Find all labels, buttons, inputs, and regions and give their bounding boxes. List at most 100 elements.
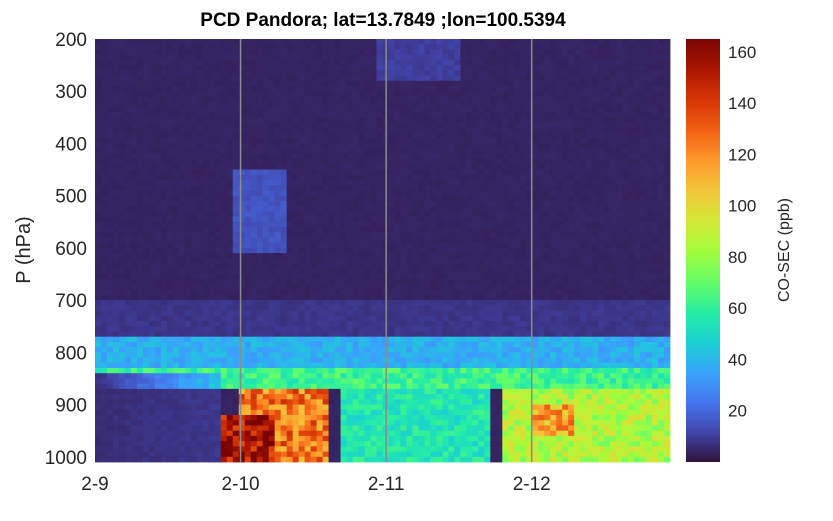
heatmap-cell <box>418 435 425 442</box>
heatmap-cell <box>136 368 144 374</box>
heatmap-cell <box>406 435 413 442</box>
heatmap-cell <box>274 101 282 108</box>
heatmap-cell <box>124 373 132 379</box>
heatmap-cell <box>280 49 288 56</box>
heatmap-cell <box>442 96 449 103</box>
heatmap-cell <box>346 190 353 197</box>
heatmap-cell <box>142 404 150 411</box>
heatmap-cell <box>100 174 108 181</box>
heatmap-cell <box>364 347 371 353</box>
heatmap-cell <box>220 91 228 97</box>
heatmap-cell <box>268 122 276 129</box>
heatmap-cell <box>352 153 359 160</box>
heatmap-cell <box>298 284 306 291</box>
heatmap-cell <box>166 347 174 353</box>
heatmap-cell <box>274 216 282 223</box>
heatmap-cell <box>448 164 455 170</box>
heatmap-cell <box>406 415 413 421</box>
heatmap-cell <box>388 263 395 270</box>
heatmap-cell <box>154 253 162 259</box>
heatmap-cell <box>124 86 132 92</box>
heatmap-cell <box>268 388 276 395</box>
heatmap-cell <box>148 279 156 285</box>
heatmap-cell <box>256 159 264 165</box>
heatmap-cell <box>442 59 449 66</box>
heatmap-cell <box>166 435 174 442</box>
heatmap-cell <box>340 305 347 311</box>
heatmap-cell <box>310 91 318 97</box>
heatmap-cell <box>250 368 258 374</box>
heatmap-cell <box>118 315 126 322</box>
heatmap-cell <box>196 174 204 181</box>
heatmap-cell <box>214 133 222 139</box>
heatmap-cell <box>358 101 365 108</box>
heatmap-cell <box>304 378 312 385</box>
heatmap-cell <box>112 362 120 369</box>
heatmap-cell <box>316 247 323 254</box>
heatmap-cell <box>184 211 192 217</box>
heatmap-cell <box>412 368 419 374</box>
heatmap-cell <box>142 153 150 160</box>
heatmap-cell <box>358 430 365 437</box>
heatmap-cell <box>352 441 359 447</box>
heatmap-cell <box>95 430 102 437</box>
heatmap-cell <box>244 159 252 165</box>
heatmap-cell <box>436 383 443 390</box>
heatmap-cell <box>304 341 312 348</box>
heatmap-cell <box>196 289 204 296</box>
heatmap-cell <box>370 305 377 311</box>
heatmap-cell <box>190 352 198 358</box>
heatmap-cell <box>250 388 258 395</box>
heatmap-cell <box>274 44 282 50</box>
heatmap-cell <box>400 315 407 322</box>
heatmap-cell <box>172 200 180 207</box>
heatmap-cell <box>172 331 180 338</box>
heatmap-cell <box>424 274 431 280</box>
heatmap-cell <box>148 143 156 150</box>
heatmap-cell <box>226 227 234 233</box>
heatmap-cell <box>430 227 437 233</box>
heatmap-cell <box>142 227 150 233</box>
heatmap-cell <box>412 420 419 426</box>
heatmap-cell <box>406 180 413 186</box>
heatmap-cell <box>148 117 156 123</box>
heatmap-cell <box>430 263 437 270</box>
heatmap-cell <box>262 237 270 244</box>
heatmap-cell <box>238 404 246 411</box>
heatmap-cell <box>394 378 401 385</box>
heatmap-cell <box>250 242 258 249</box>
heatmap-cell <box>358 341 365 348</box>
heatmap-cell <box>95 138 102 144</box>
heatmap-cell <box>256 388 264 395</box>
heatmap-cell <box>202 180 210 186</box>
heatmap-cell <box>436 206 443 212</box>
heatmap-cell <box>328 75 335 82</box>
heatmap-cell <box>268 242 276 249</box>
heatmap-cell <box>136 195 144 202</box>
heatmap-cell <box>166 404 174 411</box>
heatmap-cell <box>244 153 252 160</box>
heatmap-cell <box>202 383 210 390</box>
heatmap-cell <box>130 300 138 306</box>
heatmap-cell <box>196 242 204 249</box>
heatmap-cell <box>268 415 276 421</box>
heatmap-cell <box>166 117 174 123</box>
heatmap-cell <box>442 294 449 301</box>
heatmap-cell <box>112 441 120 447</box>
heatmap-cell <box>448 237 455 244</box>
heatmap-cell <box>166 65 174 71</box>
heatmap-cell <box>268 294 276 301</box>
heatmap-cell <box>95 80 102 87</box>
heatmap-cell <box>160 101 168 108</box>
heatmap-cell <box>95 289 102 296</box>
heatmap-cell <box>280 253 288 259</box>
heatmap-cell <box>244 122 252 129</box>
heatmap-cell <box>436 153 443 160</box>
heatmap-cell <box>220 180 228 186</box>
heatmap-cell <box>364 91 371 97</box>
heatmap-cell <box>376 39 383 45</box>
heatmap-cell <box>448 253 455 259</box>
heatmap-cell <box>172 321 180 327</box>
heatmap-cell <box>160 274 168 280</box>
heatmap-cell <box>406 451 413 458</box>
